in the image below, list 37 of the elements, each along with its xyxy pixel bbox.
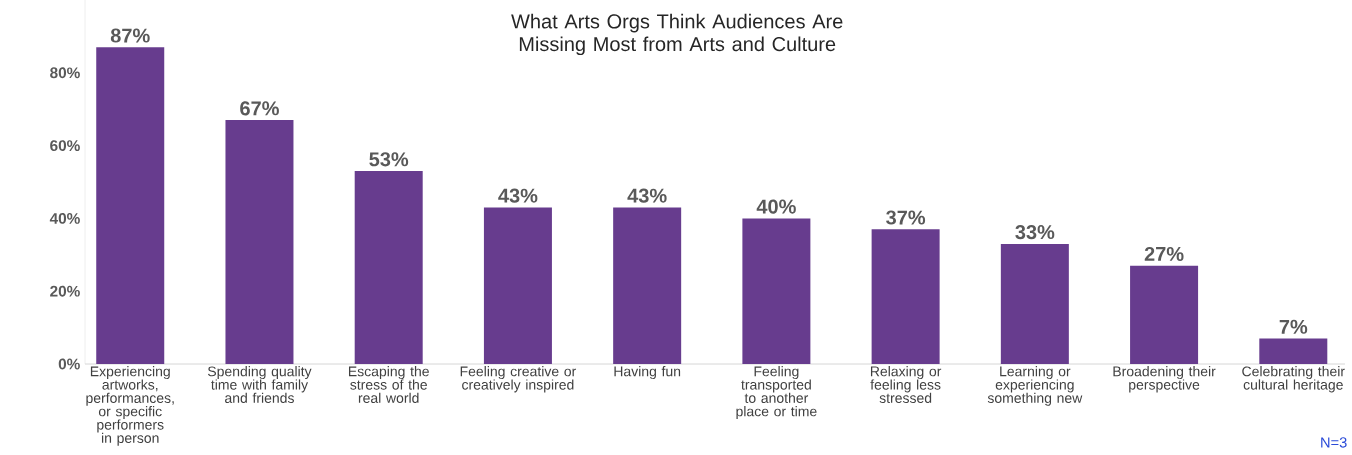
bar bbox=[871, 229, 940, 364]
data-label: 67% bbox=[240, 101, 279, 116]
x-tick-label: Experiencing artworks, performances, or specific performers in person bbox=[86, 366, 174, 446]
text: N=3 bbox=[1321, 437, 1347, 448]
data-label: 87% bbox=[110, 28, 150, 43]
data-label: 37% bbox=[886, 210, 926, 225]
bar bbox=[1259, 338, 1328, 364]
data-label: 53% bbox=[369, 152, 409, 167]
data-label: 27% bbox=[1144, 246, 1184, 261]
x-tick-label: Feeling creative or creatively inspired bbox=[460, 366, 577, 393]
x-tick-label: Having fun bbox=[614, 366, 681, 380]
x-tick-label: Escaping the stress of the real world bbox=[348, 366, 429, 403]
x-tick-label: Broadening their perspective bbox=[1113, 366, 1216, 393]
bar bbox=[483, 207, 552, 364]
data-label: 40% bbox=[756, 199, 796, 214]
data-label: 43% bbox=[627, 188, 667, 203]
y-tick-label: 40% bbox=[49, 212, 80, 224]
bar bbox=[1000, 243, 1069, 364]
text: What Arts Orgs Think Audiences Are Missing Most from Arts and Culture bbox=[511, 13, 843, 56]
data-label: 33% bbox=[1015, 224, 1055, 240]
bar bbox=[96, 47, 165, 364]
x-tick-label: Relaxing or feeling less stressed bbox=[870, 366, 942, 403]
y-tick-label: 20% bbox=[50, 285, 80, 297]
data-label: 43% bbox=[498, 188, 538, 203]
y-tick-label: 60% bbox=[50, 140, 80, 152]
x-tick-label: Feeling transported to another place or time bbox=[736, 366, 817, 420]
data-label: 7% bbox=[1279, 319, 1308, 334]
y-tick-label: 0% bbox=[58, 358, 80, 370]
bar bbox=[613, 207, 682, 364]
bar bbox=[354, 171, 423, 364]
x-tick-label: Learning or experiencing something new bbox=[987, 366, 1083, 406]
bar bbox=[1130, 265, 1199, 364]
y-tick-label: 80% bbox=[50, 67, 80, 79]
x-tick-label: Celebrating their cultural heritage bbox=[1242, 366, 1345, 393]
bar bbox=[742, 218, 811, 364]
bar bbox=[225, 120, 294, 364]
x-tick-label: Spending quality time with family and friends bbox=[207, 366, 312, 403]
